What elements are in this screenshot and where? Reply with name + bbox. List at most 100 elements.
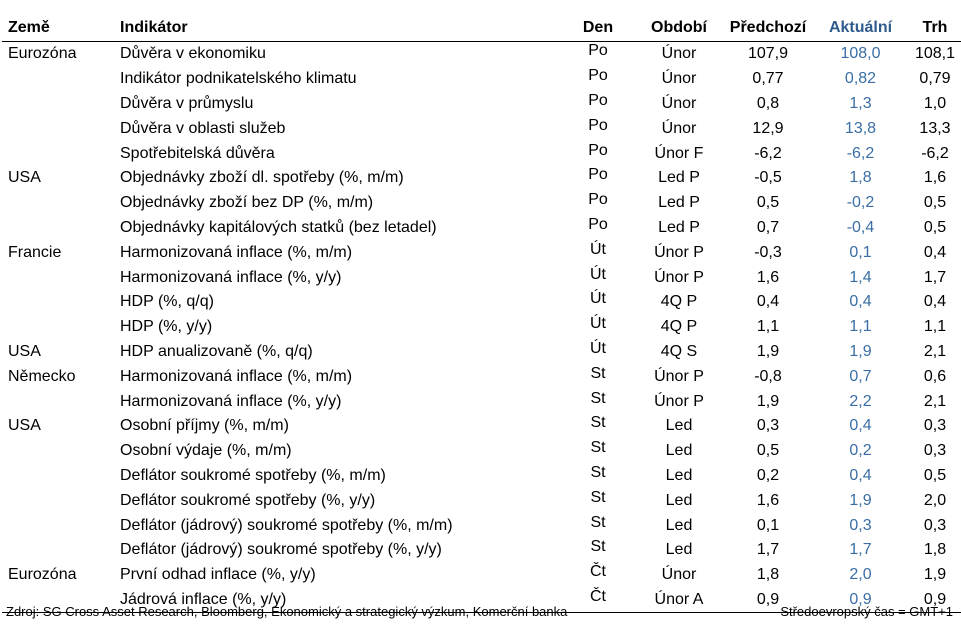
cell-indikator: Indikátor podnikatelského klimatu bbox=[120, 70, 357, 88]
cell-den: Út bbox=[590, 315, 606, 333]
cell-aktualni: -0,4 bbox=[846, 218, 875, 236]
table-row: Německo Harmonizovaná inflace (%, m/m) St Ú… bbox=[2, 364, 961, 389]
cell-obdobi: Led bbox=[665, 541, 693, 559]
cell-den: Po bbox=[588, 215, 608, 233]
cell-den: Po bbox=[588, 91, 608, 109]
cell-aktualni: 0,4 bbox=[849, 293, 872, 311]
table-body: Eurozóna Důvěra v ekonomiku Po Únor 107,9 108… bbox=[2, 42, 961, 614]
cell-zeme bbox=[2, 315, 120, 340]
table-row: Francie Harmonizovaná inflace (%, m/m) Út Ú… bbox=[2, 240, 961, 265]
cell-aktualni: 0,4 bbox=[849, 466, 872, 484]
cell-aktualni: 0,82 bbox=[844, 70, 877, 88]
cell-obdobi: Únor bbox=[661, 94, 697, 112]
cell-trh: 0,3 bbox=[923, 442, 947, 460]
cell-den: Út bbox=[590, 290, 606, 308]
cell-indikator: Osobní výdaje (%, m/m) bbox=[120, 442, 292, 460]
economic-calendar-table: Země Indikátor Den Období Předchozí Aktu… bbox=[2, 15, 961, 614]
cell-trh: 0,5 bbox=[923, 466, 947, 484]
cell-zeme bbox=[2, 389, 120, 414]
cell-predchozi: 0,4 bbox=[756, 293, 780, 311]
cell-predchozi: 0,5 bbox=[756, 442, 780, 460]
cell-zeme: USA bbox=[8, 169, 41, 187]
cell-zeme bbox=[2, 265, 120, 290]
cell-aktualni: -0,2 bbox=[846, 194, 875, 212]
table-row: Eurozóna Důvěra v ekonomiku Po Únor 107,9 108… bbox=[2, 42, 961, 67]
cell-indikator: Harmonizovaná inflace (%, m/m) bbox=[120, 367, 353, 385]
cell-trh: 1,7 bbox=[923, 268, 947, 286]
cell-zeme bbox=[2, 191, 120, 216]
cell-obdobi: 4Q P bbox=[660, 318, 698, 336]
cell-den: St bbox=[590, 364, 606, 382]
cell-obdobi: Únor P bbox=[654, 268, 704, 286]
footer-source: Zdroj: SG Cross Asset Research, Bloomber… bbox=[6, 604, 568, 619]
cell-zeme: Německo bbox=[8, 367, 76, 385]
cell-zeme bbox=[2, 141, 120, 166]
header-row: Země Indikátor Den Období Předchozí Aktu… bbox=[2, 15, 961, 42]
cell-aktualni: 1,4 bbox=[849, 268, 872, 286]
cell-indikator: Důvěra v průmyslu bbox=[120, 94, 254, 112]
cell-trh: 1,8 bbox=[923, 541, 947, 559]
cell-obdobi: Led bbox=[665, 491, 693, 509]
cell-indikator: Osobní příjmy (%, m/m) bbox=[120, 417, 289, 435]
table-row: Deflátor (jádrový) soukromé spotřeby (%,… bbox=[2, 538, 961, 563]
cell-obdobi: Led bbox=[665, 516, 693, 534]
cell-trh: 0,3 bbox=[923, 417, 947, 435]
header-predchozi: Předchozí bbox=[722, 15, 814, 42]
table-row: HDP (%, y/y) Út 4Q P 1,1 1,1 1,1 bbox=[2, 315, 961, 340]
cell-den: Čt bbox=[560, 584, 636, 611]
cell-obdobi: Únor F bbox=[654, 144, 704, 162]
table-row: Objednávky zboží bez DP (%, m/m) Po Led P 0… bbox=[2, 191, 961, 216]
cell-predchozi: 0,9 bbox=[722, 587, 814, 614]
cell-obdobi: Led bbox=[665, 442, 693, 460]
cell-aktualni: 1,8 bbox=[849, 169, 872, 187]
cell-trh: 1,0 bbox=[923, 94, 947, 112]
cell-predchozi: 1,9 bbox=[756, 392, 780, 410]
cell-den: Po bbox=[588, 191, 608, 209]
cell-den: St bbox=[590, 513, 606, 531]
cell-obdobi: 4Q P bbox=[660, 293, 698, 311]
table-row: USA Objednávky zboží dl. spotřeby (%, m/m… bbox=[2, 166, 961, 191]
cell-den: Čt bbox=[590, 563, 606, 581]
cell-predchozi: 107,9 bbox=[747, 45, 789, 63]
cell-indikator: Deflátor soukromé spotřeby (%, m/m) bbox=[120, 466, 386, 484]
cell-indikator: HDP (%, q/q) bbox=[120, 293, 214, 311]
cell-predchozi: -0,8 bbox=[754, 367, 782, 385]
cell-trh: 0,5 bbox=[923, 194, 947, 212]
footer-timezone: Středoevropský čas = GMT+1 bbox=[780, 604, 953, 619]
cell-aktualni: 0,3 bbox=[849, 516, 872, 534]
cell-trh: 2,0 bbox=[923, 491, 947, 509]
header-trh: Trh bbox=[907, 15, 961, 42]
cell-predchozi: 0,5 bbox=[756, 194, 780, 212]
cell-den: St bbox=[590, 538, 606, 556]
cell-obdobi: Únor P bbox=[654, 392, 704, 410]
cell-obdobi: Únor bbox=[661, 566, 697, 584]
cell-indikator: Jádrová inflace (%, y/y) bbox=[120, 587, 560, 614]
cell-obdobi: Únor bbox=[661, 70, 697, 88]
table-row: Spotřebitelská důvěra Po Únor F -6,2 -6,2 -6,… bbox=[2, 141, 961, 166]
cell-indikator: HDP anualizovaně (%, q/q) bbox=[120, 342, 313, 360]
cell-obdobi: Led P bbox=[658, 194, 700, 212]
cell-obdobi: 4Q S bbox=[660, 342, 698, 360]
cell-predchozi: -0,3 bbox=[754, 243, 782, 261]
cell-predchozi: 12,9 bbox=[752, 119, 784, 137]
cell-predchozi: -6,2 bbox=[754, 144, 782, 162]
cell-zeme bbox=[2, 488, 120, 513]
cell-predchozi: 1,6 bbox=[756, 268, 780, 286]
cell-aktualni: 108,0 bbox=[840, 45, 881, 63]
cell-den: St bbox=[590, 463, 606, 481]
cell-predchozi: 0,8 bbox=[756, 94, 780, 112]
table-row: Důvěra v průmyslu Po Únor 0,8 1,3 1,0 bbox=[2, 92, 961, 117]
cell-predchozi: 0,1 bbox=[756, 516, 780, 534]
cell-predchozi: 1,1 bbox=[756, 318, 780, 336]
cell-zeme: USA bbox=[8, 342, 41, 360]
cell-aktualni: 1,7 bbox=[849, 541, 872, 559]
cell-trh: 1,1 bbox=[923, 318, 947, 336]
cell-predchozi: 1,9 bbox=[756, 342, 780, 360]
cell-zeme bbox=[2, 439, 120, 464]
table-row: Deflátor (jádrový) soukromé spotřeby (%,… bbox=[2, 513, 961, 538]
cell-aktualni: 0,2 bbox=[849, 442, 872, 460]
cell-obdobi: Únor A bbox=[636, 587, 722, 614]
table-row: Harmonizovaná inflace (%, y/y) Út Únor P 1,… bbox=[2, 265, 961, 290]
cell-obdobi: Únor P bbox=[654, 367, 704, 385]
